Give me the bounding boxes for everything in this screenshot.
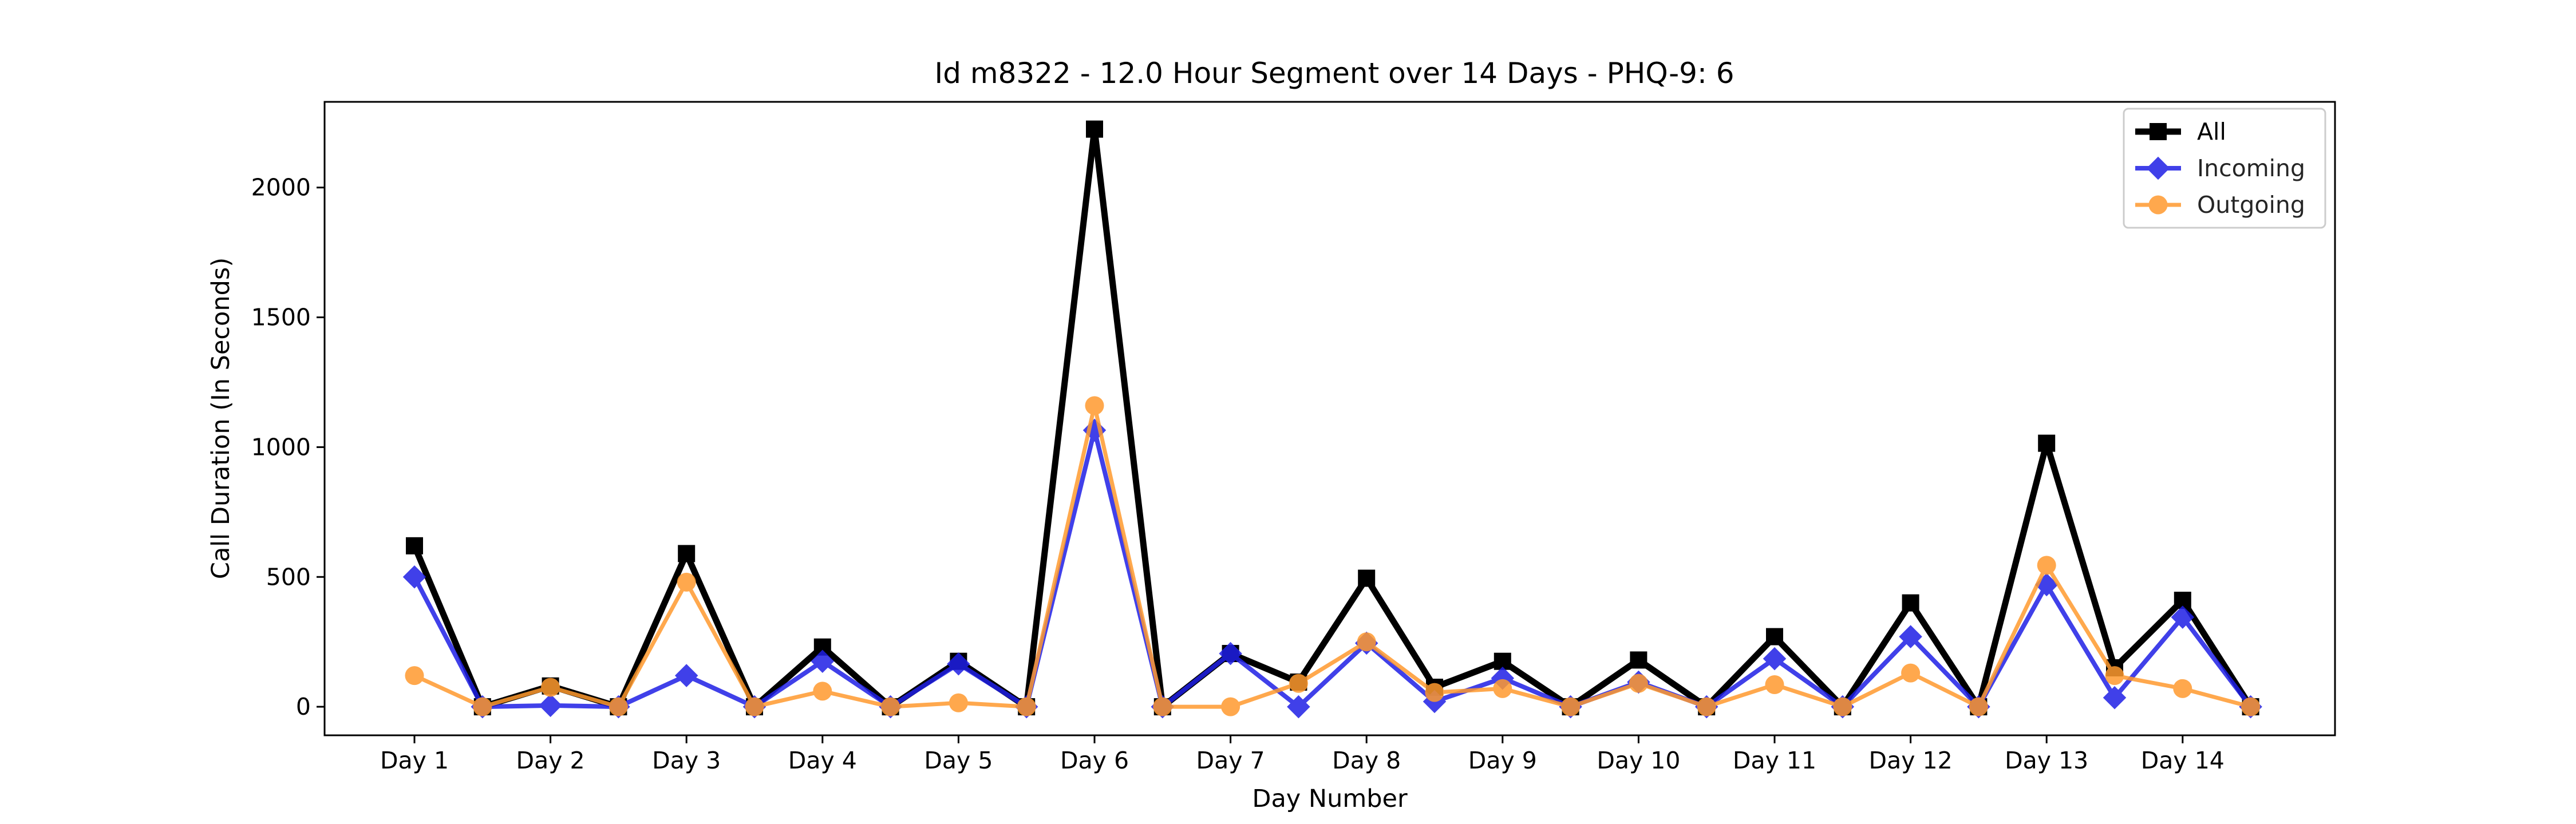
y-axis-label: Call Duration (In Seconds) xyxy=(207,258,235,579)
series-line-outgoing xyxy=(413,403,2251,709)
y-tick-label: 2000 xyxy=(251,174,311,201)
legend-marker-outgoing xyxy=(2148,195,2168,215)
x-tick-label: Day 12 xyxy=(1869,747,1953,774)
plot-area xyxy=(323,101,2336,736)
x-tick-label: Day 14 xyxy=(2141,747,2225,774)
data-point-incoming xyxy=(811,649,835,673)
series-line-all xyxy=(411,126,2254,710)
data-point-incoming xyxy=(2171,605,2195,629)
data-point-outgoing xyxy=(1085,396,1104,415)
series-layer xyxy=(402,120,2262,719)
data-point-outgoing xyxy=(2105,666,2124,686)
data-point-incoming xyxy=(2103,686,2127,710)
data-point-incoming xyxy=(1287,695,1310,719)
y-tick-label: 1500 xyxy=(251,304,311,331)
x-tick-label: Day 3 xyxy=(652,747,721,774)
data-point-outgoing xyxy=(881,697,900,716)
data-point-outgoing xyxy=(2173,679,2192,698)
data-point-all xyxy=(1630,651,1647,669)
data-point-incoming xyxy=(402,565,426,589)
legend-item-incoming: Incoming xyxy=(2135,154,2305,182)
data-point-outgoing xyxy=(1017,697,1036,716)
x-tick-label: Day 7 xyxy=(1196,747,1265,774)
series-line-incoming xyxy=(412,427,2253,710)
y-tick-label: 0 xyxy=(296,693,311,720)
y-tick-label: 1000 xyxy=(251,433,311,461)
data-point-incoming xyxy=(1899,625,1922,648)
chart-title: Id m8322 - 12.0 Hour Segment over 14 Day… xyxy=(934,57,1734,90)
data-point-all xyxy=(1902,594,1919,612)
x-tick-label: Day 13 xyxy=(2005,747,2088,774)
data-point-all xyxy=(1086,120,1103,138)
legend-box xyxy=(2123,108,2326,229)
x-tick-label: Day 6 xyxy=(1060,747,1129,774)
data-point-outgoing xyxy=(949,693,968,712)
x-axis: Day 1 Day 2 Day 3 Day 4 Day 5 Day 6 Day 7 Day 8… xyxy=(380,735,2225,774)
data-point-incoming xyxy=(1219,641,1242,665)
x-tick-label: Day 10 xyxy=(1597,747,1680,774)
data-point-outgoing xyxy=(1289,674,1308,693)
data-point-outgoing xyxy=(813,682,832,701)
data-point-outgoing xyxy=(1629,674,1648,693)
legend-label-outgoing: Outgoing xyxy=(2197,191,2305,219)
y-axis: 0 500 1000 1500 2000 xyxy=(251,174,325,720)
data-point-outgoing xyxy=(1493,679,1512,698)
data-point-outgoing xyxy=(1901,663,1921,683)
legend-label-incoming: Incoming xyxy=(2197,154,2305,182)
legend-label-all: All xyxy=(2197,118,2226,145)
data-point-all xyxy=(1358,569,1376,587)
data-point-outgoing xyxy=(1833,697,1852,716)
data-point-all xyxy=(678,545,696,562)
data-point-outgoing xyxy=(609,697,628,716)
data-point-outgoing xyxy=(2037,556,2056,575)
x-tick-label: Day 8 xyxy=(1332,747,1401,774)
data-point-all xyxy=(2038,434,2056,452)
data-point-incoming xyxy=(1763,647,1787,671)
data-point-all xyxy=(406,537,423,554)
legend-item-outgoing: Outgoing xyxy=(2135,191,2305,219)
data-point-outgoing xyxy=(1357,632,1376,652)
data-point-outgoing xyxy=(1221,697,1240,716)
data-point-outgoing xyxy=(745,697,764,716)
legend-marker-all xyxy=(2150,123,2167,140)
data-point-all xyxy=(1766,628,1783,645)
data-point-incoming xyxy=(539,694,562,718)
x-tick-label: Day 5 xyxy=(924,747,993,774)
x-axis-label: Day Number xyxy=(1252,785,1408,813)
data-point-incoming xyxy=(947,652,970,676)
data-point-outgoing xyxy=(2241,697,2261,716)
x-tick-label: Day 9 xyxy=(1468,747,1537,774)
series-all xyxy=(406,120,2259,716)
legend-item-all: All xyxy=(2135,118,2226,145)
legend: All Incoming Outgoing xyxy=(2123,108,2326,229)
data-point-outgoing xyxy=(1561,697,1581,716)
data-point-outgoing xyxy=(1425,683,1444,702)
data-point-outgoing xyxy=(1969,697,1988,716)
data-point-outgoing xyxy=(541,678,560,697)
x-tick-label: Day 4 xyxy=(788,747,857,774)
data-point-outgoing xyxy=(1153,697,1172,716)
data-point-outgoing xyxy=(1765,675,1784,695)
x-tick-label: Day 11 xyxy=(1733,747,1816,774)
legend-marker-incoming xyxy=(2146,156,2170,180)
data-point-outgoing xyxy=(405,666,424,686)
x-tick-label: Day 2 xyxy=(516,747,585,774)
series-outgoing xyxy=(405,396,2261,716)
x-tick-label: Day 1 xyxy=(380,747,449,774)
y-tick-label: 500 xyxy=(266,563,311,591)
data-point-incoming xyxy=(674,664,698,687)
data-point-outgoing xyxy=(677,572,696,592)
data-point-outgoing xyxy=(473,697,492,716)
data-point-outgoing xyxy=(1697,697,1716,716)
